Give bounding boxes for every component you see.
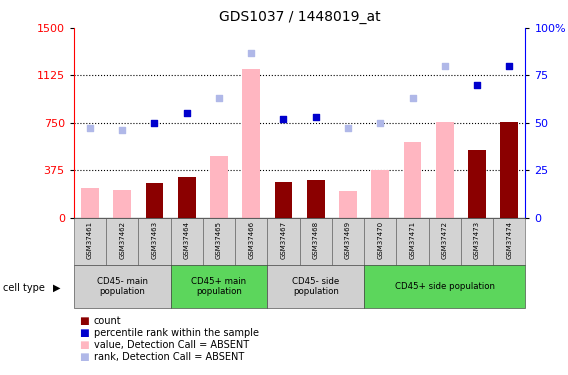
- Point: [440, 63, 449, 69]
- Text: ■: ■: [80, 328, 89, 338]
- Text: GSM37465: GSM37465: [216, 221, 222, 259]
- Bar: [429, 217, 461, 265]
- Text: ■: ■: [80, 316, 89, 326]
- Text: cell type: cell type: [3, 283, 45, 293]
- Bar: [145, 183, 164, 218]
- Bar: [404, 142, 421, 218]
- Point: [279, 116, 288, 122]
- Point: [150, 120, 159, 126]
- Text: GSM37466: GSM37466: [248, 221, 254, 260]
- Point: [344, 126, 353, 132]
- Point: [118, 128, 127, 134]
- Bar: [274, 182, 293, 218]
- Bar: [307, 180, 325, 218]
- Text: CD45- side
population: CD45- side population: [292, 277, 339, 296]
- Point: [215, 95, 224, 101]
- Bar: [468, 150, 486, 217]
- Point: [182, 110, 191, 116]
- Text: GSM37468: GSM37468: [313, 221, 319, 260]
- Bar: [114, 190, 131, 217]
- Text: rank, Detection Call = ABSENT: rank, Detection Call = ABSENT: [94, 352, 244, 362]
- Bar: [339, 191, 357, 217]
- Title: GDS1037 / 1448019_at: GDS1037 / 1448019_at: [219, 10, 381, 24]
- Point: [247, 50, 256, 56]
- Text: value, Detection Call = ABSENT: value, Detection Call = ABSENT: [94, 340, 249, 350]
- Point: [311, 114, 320, 120]
- Bar: [500, 122, 518, 218]
- Text: GSM37474: GSM37474: [506, 221, 512, 259]
- Bar: [364, 265, 525, 308]
- Bar: [364, 217, 396, 265]
- Bar: [371, 170, 389, 217]
- Bar: [81, 188, 99, 218]
- Point: [375, 120, 385, 126]
- Text: ■: ■: [80, 352, 89, 362]
- Text: GSM37470: GSM37470: [377, 221, 383, 260]
- Bar: [203, 217, 235, 265]
- Bar: [461, 217, 493, 265]
- Text: CD45- main
population: CD45- main population: [97, 277, 148, 296]
- Bar: [74, 217, 106, 265]
- Bar: [300, 217, 332, 265]
- Text: GSM37472: GSM37472: [442, 221, 448, 259]
- Bar: [210, 156, 228, 218]
- Text: ▶: ▶: [53, 283, 61, 293]
- Text: percentile rank within the sample: percentile rank within the sample: [94, 328, 258, 338]
- Text: GSM37461: GSM37461: [87, 221, 93, 260]
- Bar: [243, 69, 260, 218]
- Text: ■: ■: [80, 340, 89, 350]
- Bar: [106, 217, 139, 265]
- Bar: [268, 217, 300, 265]
- Bar: [268, 265, 364, 308]
- Text: GSM37462: GSM37462: [119, 221, 125, 259]
- Point: [505, 63, 514, 69]
- Bar: [170, 265, 268, 308]
- Text: GSM37463: GSM37463: [152, 221, 157, 260]
- Bar: [170, 217, 203, 265]
- Bar: [74, 265, 170, 308]
- Text: GSM37473: GSM37473: [474, 221, 480, 260]
- Bar: [178, 177, 195, 218]
- Text: GSM37471: GSM37471: [410, 221, 416, 260]
- Text: CD45+ main
population: CD45+ main population: [191, 277, 247, 296]
- Bar: [139, 217, 170, 265]
- Point: [408, 95, 417, 101]
- Text: GSM37464: GSM37464: [183, 221, 190, 259]
- Bar: [396, 217, 429, 265]
- Bar: [436, 122, 454, 218]
- Point: [473, 82, 482, 88]
- Text: CD45+ side population: CD45+ side population: [395, 282, 495, 291]
- Bar: [332, 217, 364, 265]
- Bar: [235, 217, 268, 265]
- Text: GSM37467: GSM37467: [281, 221, 286, 260]
- Text: count: count: [94, 316, 122, 326]
- Text: GSM37469: GSM37469: [345, 221, 351, 260]
- Bar: [493, 217, 525, 265]
- Point: [85, 126, 94, 132]
